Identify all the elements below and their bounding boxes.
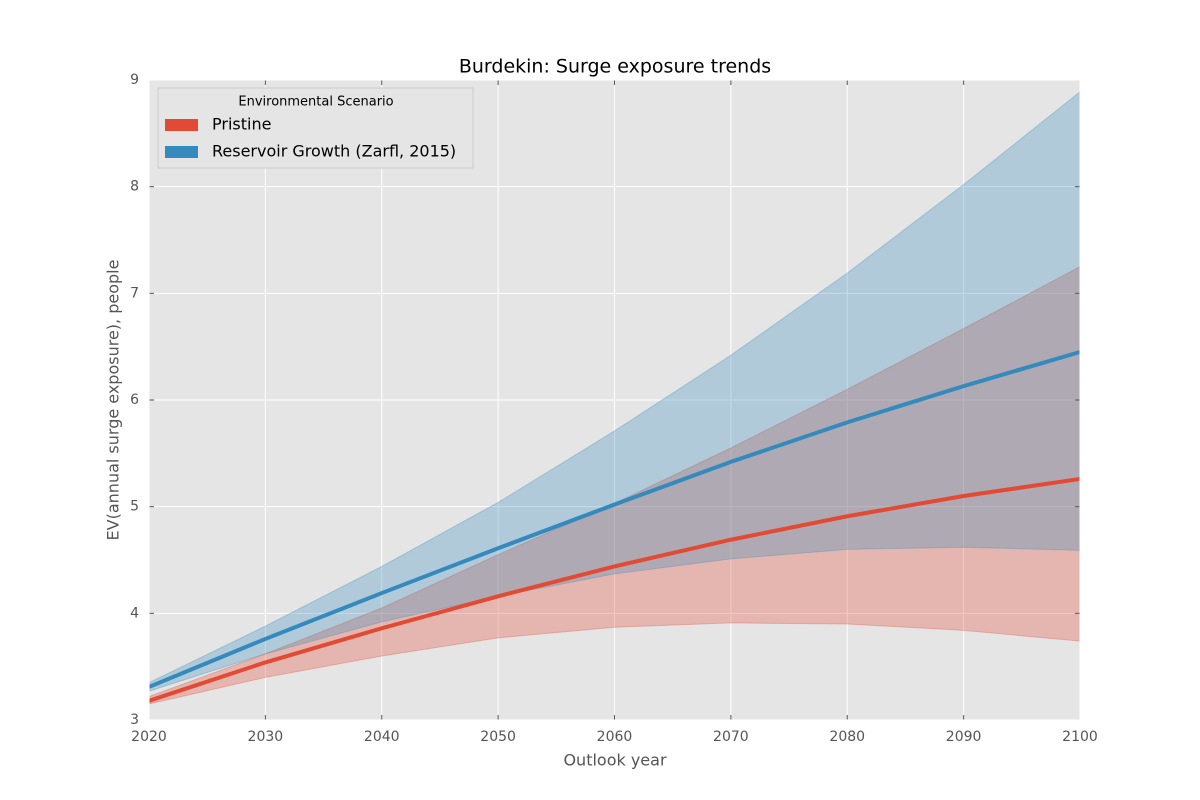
plot-frame	[148, 79, 1081, 721]
x-tick-label: 2050	[480, 729, 516, 745]
legend-label: Reservoir Growth (Zarfl, 2015)	[212, 142, 456, 161]
y-tick-label: 5	[130, 499, 139, 515]
x-tick-label: 2100	[1062, 729, 1098, 745]
y-tick-label: 8	[130, 179, 139, 195]
line	[148, 350, 1081, 689]
ticks: 2020 2030 2040 2050 2060 2070 2080 2090 2100 3 4 5 6…	[130, 72, 1098, 745]
x-tick-label: 2030	[248, 729, 284, 745]
x-tick-label: 2020	[131, 729, 167, 745]
x-tick-label: 2070	[713, 729, 749, 745]
x-axis-label: Outlook year	[563, 751, 667, 770]
line	[148, 476, 1081, 703]
x-tick-label: 2060	[597, 729, 633, 745]
legend-swatch	[165, 119, 198, 131]
y-tick-label: 4	[130, 605, 139, 621]
legend: Environmental Scenario Pristine Reservoir…	[157, 87, 474, 169]
legend-label: Pristine	[212, 115, 271, 134]
legend-box	[157, 87, 474, 169]
x-tick-label: 2090	[946, 729, 982, 745]
lines	[148, 350, 1081, 703]
x-tick-label: 2040	[364, 729, 400, 745]
legend-title: Environmental Scenario	[238, 95, 393, 110]
y-tick-label: 9	[130, 72, 139, 88]
chart-title: Burdekin: Surge exposure trends	[459, 56, 771, 78]
y-axis-label: EV(annual surge exposure), people	[104, 260, 123, 541]
x-tick-label: 2080	[829, 729, 865, 745]
y-tick-label: 3	[130, 712, 139, 728]
y-tick-label: 6	[130, 392, 139, 408]
y-tick-label: 7	[130, 285, 139, 301]
legend-swatch	[165, 146, 198, 158]
